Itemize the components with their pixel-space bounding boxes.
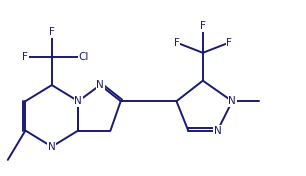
Text: Cl: Cl xyxy=(78,52,88,62)
Text: F: F xyxy=(200,21,206,31)
Text: F: F xyxy=(174,37,179,48)
Text: N: N xyxy=(48,142,56,152)
Text: N: N xyxy=(214,125,222,136)
Text: N: N xyxy=(96,80,104,90)
Text: F: F xyxy=(226,37,232,48)
Text: F: F xyxy=(22,52,28,62)
Text: F: F xyxy=(49,27,55,37)
Text: N: N xyxy=(74,96,82,106)
Text: N: N xyxy=(228,96,236,106)
